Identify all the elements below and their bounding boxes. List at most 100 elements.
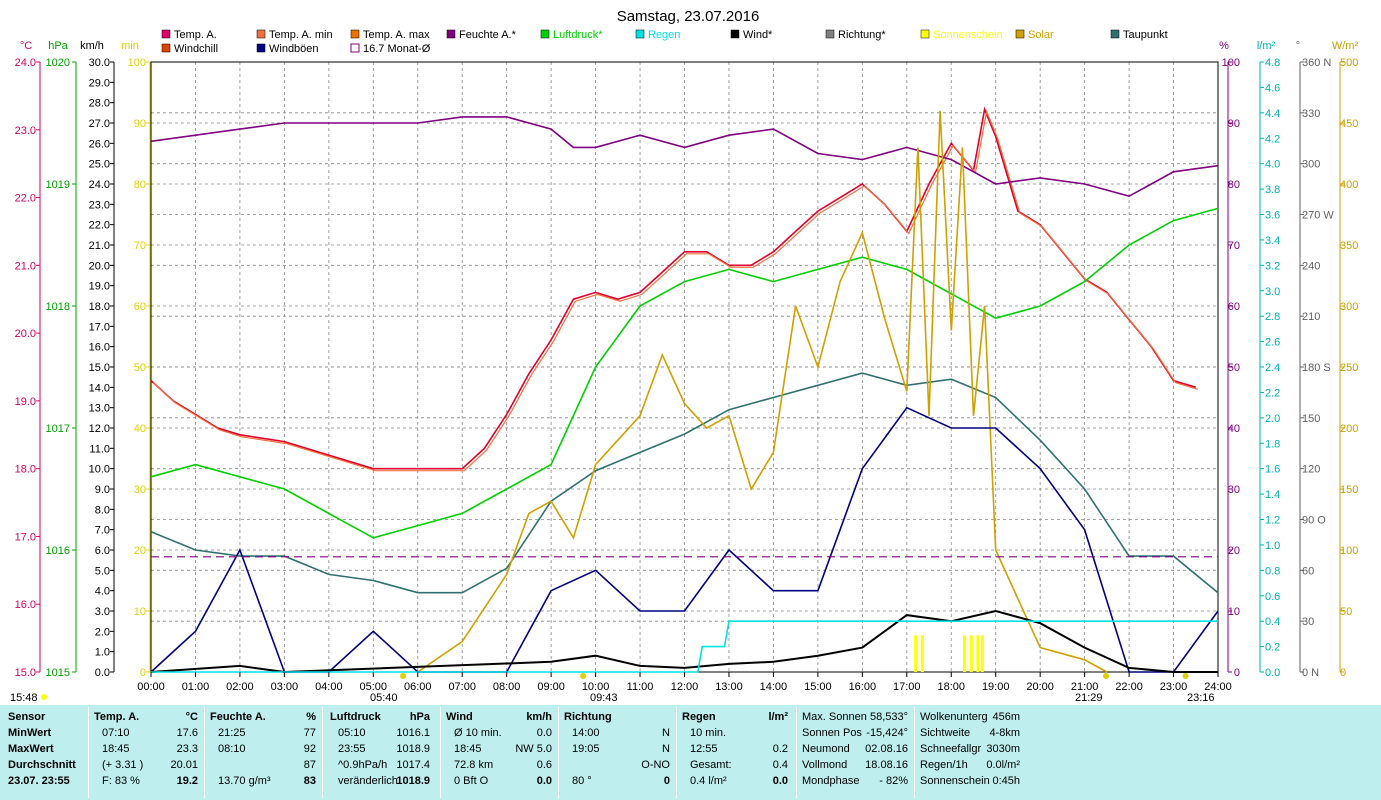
time-label: 22:00 (1115, 681, 1143, 693)
panel-misc-value: 0:45h (992, 775, 1020, 787)
panel-press-label: ^0.9hPa/h (338, 759, 388, 771)
panel-misc-label: Sichtweite (920, 727, 971, 739)
axis-tick-label-kmh: 6.0 (95, 545, 110, 557)
axis-tick-label-temp: 21.0 (15, 260, 36, 272)
panel-press-value: 1018.9 (396, 775, 430, 787)
panel-press-value: 1016.1 (396, 727, 430, 739)
axis-tick-label-wqm: 350 (1340, 240, 1358, 252)
panel-astro-value: 18.08.16 (865, 759, 908, 771)
axis-tick-label-pct: 90 (1228, 118, 1240, 130)
panel-wind-value: 0.6 (536, 759, 552, 771)
axis-units: °C hPa km/h min% l/m² ° W/m² (20, 40, 1359, 52)
panel-dir-value: 0 (663, 775, 670, 787)
axis-tick-label-lqm: 0.0 (1265, 667, 1280, 679)
axis-tick-label-kmh: 2.0 (95, 626, 110, 638)
panel-wind-value: 0.0 (536, 775, 552, 787)
axis-tick-label-lqm: 4.2 (1265, 133, 1280, 145)
sunshine-bar (920, 635, 924, 672)
axis-tick-label-pct: 80 (1228, 179, 1240, 191)
panel-sensor-row: Durchschnitt (8, 759, 76, 771)
axis-tick-label-kmh: 8.0 (95, 504, 110, 516)
legend-swatch (446, 29, 456, 39)
panel-temp-head: Temp. A. (94, 711, 140, 723)
panel-rain-value: 0.0 (772, 775, 788, 787)
axis-tick-label-hpa: 1018 (46, 301, 70, 313)
panel-rain-label: 10 min. (690, 727, 727, 739)
panel-astro-label: Neumond (802, 743, 850, 755)
axis-tick-label-lqm: 1.6 (1265, 464, 1280, 476)
axis-tick-label-wqm: 0 (1340, 667, 1346, 679)
series-line (150, 609, 1218, 674)
panel-separator (796, 707, 797, 798)
time-label: 17:00 (893, 681, 921, 693)
axis-tick-label-min: 60 (134, 301, 146, 313)
panel-wind-head: Wind (446, 711, 473, 723)
panel-astro-label: Max. Sonnen (802, 711, 867, 723)
axis-tick-label-kmh: 25.0 (89, 159, 110, 171)
axis-tick-label-lqm: 3.8 (1265, 184, 1280, 196)
axis-tick-label-hpa: 1016 (46, 545, 70, 557)
legend-swatch (635, 29, 645, 39)
axis-tick-label-pct: 100 (1222, 57, 1240, 69)
axis-tick-label-kmh: 3.0 (95, 606, 110, 618)
axis-tick-label-deg: 60 (1302, 565, 1314, 577)
panel-misc-value: 3030m (986, 743, 1020, 755)
axis-tick-label-deg: 330 (1302, 108, 1320, 120)
axis-tick-label-kmh: 0.0 (95, 667, 110, 679)
axis-tick-label-kmh: 28.0 (89, 98, 110, 110)
axis-tick-label-pct: 0 (1234, 667, 1240, 679)
axis-unit-deg: ° (1296, 40, 1300, 52)
panel-rain-label: 12:55 (690, 743, 718, 755)
time-label: 10:00 (582, 681, 610, 693)
axis-tick-label-kmh: 23.0 (89, 199, 110, 211)
axis-tick-label-kmh: 18.0 (89, 301, 110, 313)
panel-separator (558, 707, 559, 798)
axis-tick-label-hpa: 1020 (46, 57, 70, 69)
axis-tick-label-pct: 60 (1228, 301, 1240, 313)
axis-tick-label-lqm: 4.8 (1265, 57, 1280, 69)
panel-dir-head: Richtung (564, 711, 612, 723)
axis-tick-label-lqm: 4.6 (1265, 82, 1280, 94)
time-label: 00:00 (137, 681, 165, 693)
panel-separator (322, 707, 323, 798)
legend-item: Temp. A. max (350, 29, 430, 41)
axis-tick-label-lqm: 2.6 (1265, 337, 1280, 349)
axis-unit-temp: °C (20, 40, 32, 52)
legend-label: Feuchte A.* (459, 29, 517, 41)
panel-wind-label: 18:45 (454, 743, 482, 755)
series-line (150, 207, 1219, 539)
sunshine-bar (980, 635, 984, 672)
panel-hum-head: Feuchte A. (210, 711, 266, 723)
panel-temp-value: 19.2 (176, 775, 198, 787)
panel-wind-label: 72.8 km (454, 759, 494, 771)
panel-hum-unit: % (306, 711, 316, 723)
panel-misc-label: Regen/1h (920, 759, 968, 771)
panel-separator (88, 707, 89, 798)
time-label: 04:00 (315, 681, 343, 693)
axis-unit-hpa: hPa (48, 40, 68, 52)
legend-label: Windböen (269, 43, 319, 55)
panel-rain-value: 0.2 (772, 743, 788, 755)
time-label: 05:00 (360, 681, 388, 693)
axis-tick-label-min: 100 (128, 57, 146, 69)
panel-astro-value: 58,533° (869, 711, 908, 723)
start-time: 15:48 (10, 692, 38, 704)
legend-swatch (161, 29, 171, 39)
panel-misc-label: Schneefallgr (920, 743, 982, 755)
panel-astro-value: 02.08.16 (865, 743, 908, 755)
panel-temp-value: 23.3 (176, 743, 198, 755)
time-label: 06:00 (404, 681, 432, 693)
axis-tick-label-temp: 16.0 (15, 599, 36, 611)
axis-tick-label-kmh: 19.0 (89, 281, 110, 293)
axis-unit-pct: % (1219, 40, 1229, 52)
panel-wind-value: NW 5.0 (515, 743, 552, 755)
axis-tick-label-deg: 150 (1302, 413, 1320, 425)
sunshine-bar (963, 635, 967, 672)
legend-swatch (1015, 29, 1025, 39)
axis-tick-label-wqm: 300 (1340, 301, 1358, 313)
legend-label: Regen (648, 29, 680, 41)
legend-swatch (825, 29, 835, 39)
axis-tick-label-deg: 270 W (1302, 210, 1334, 222)
axis-tick-label-kmh: 27.0 (89, 118, 110, 130)
axis-tick-label-min: 0 (140, 667, 146, 679)
